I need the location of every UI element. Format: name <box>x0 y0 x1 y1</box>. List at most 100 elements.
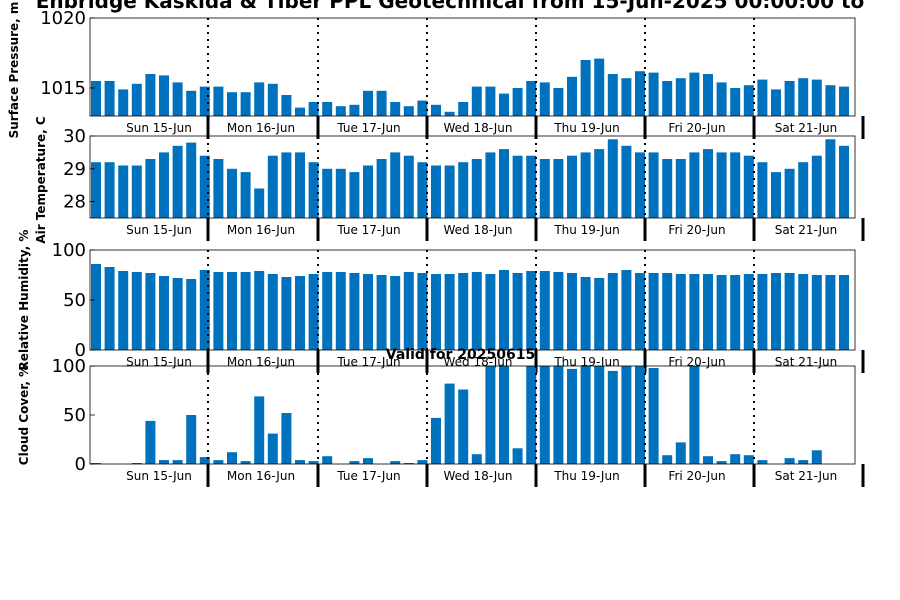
day-label: Wed 18-Jun <box>444 355 513 369</box>
bar <box>308 461 319 464</box>
day-label: Wed 18-Jun <box>444 121 513 135</box>
bar <box>635 152 645 218</box>
bar <box>199 270 210 350</box>
bar <box>91 463 101 464</box>
axes-frame <box>89 365 856 465</box>
axes-frame <box>89 135 856 219</box>
bar <box>118 165 129 218</box>
day-label: Fri 20-Jun <box>668 121 725 135</box>
y-tick-label: 100 <box>52 240 86 261</box>
y-tick-label: 50 <box>63 405 86 426</box>
day-label: Sun 15-Jun <box>126 121 192 135</box>
bar <box>784 458 795 464</box>
y-tick-label: 30 <box>63 126 86 147</box>
bar <box>798 162 809 218</box>
bar <box>648 368 659 464</box>
y-tick-label: 1015 <box>40 78 86 99</box>
bar <box>295 460 305 464</box>
bar <box>635 366 645 464</box>
bar <box>607 273 618 350</box>
day-label: Sat 21-Jun <box>775 121 838 135</box>
bar <box>485 86 496 116</box>
bar <box>458 162 469 218</box>
bar <box>703 149 713 218</box>
y-axis-label: Air Temperature, C <box>34 116 48 244</box>
bar <box>689 274 700 350</box>
bar <box>145 273 156 350</box>
bar <box>349 273 360 350</box>
bar <box>784 168 795 218</box>
bar <box>104 267 115 350</box>
bar <box>580 60 591 116</box>
bar <box>567 273 577 350</box>
bar <box>417 162 428 218</box>
bar <box>431 274 441 350</box>
bar <box>825 275 836 350</box>
bar <box>186 90 197 116</box>
bar <box>431 104 441 116</box>
bar <box>444 111 455 116</box>
bar <box>567 155 577 218</box>
bar <box>349 461 360 464</box>
bar <box>553 366 564 464</box>
bar <box>403 272 414 350</box>
y-tick-label: 0 <box>75 454 86 475</box>
bar <box>254 271 265 350</box>
day-label: Thu 19-Jun <box>553 121 619 135</box>
bar <box>390 276 401 350</box>
bar <box>662 159 673 218</box>
bar <box>716 152 727 218</box>
bar <box>159 75 169 116</box>
bar <box>526 271 537 350</box>
bar <box>648 273 659 350</box>
bar <box>539 82 550 116</box>
bar <box>811 79 822 116</box>
bar <box>131 463 142 464</box>
bar <box>825 139 836 218</box>
bar <box>635 71 645 116</box>
bar <box>254 396 265 464</box>
bar <box>594 278 605 350</box>
bar <box>281 95 292 116</box>
bar <box>811 275 822 350</box>
bar <box>730 152 741 218</box>
bar <box>295 107 305 116</box>
day-label: Mon 16-Jun <box>227 355 295 369</box>
bar <box>458 389 469 464</box>
bar <box>839 145 849 218</box>
bar <box>322 456 333 464</box>
bar <box>635 273 645 350</box>
bar <box>417 460 428 464</box>
bar <box>567 368 577 464</box>
bar <box>363 90 373 116</box>
day-label: Tue 17-Jun <box>336 469 400 483</box>
bar <box>458 273 469 350</box>
bar <box>499 93 509 116</box>
bar <box>308 102 319 116</box>
bar <box>322 272 333 350</box>
bar <box>811 450 822 464</box>
bar <box>118 271 129 350</box>
bar <box>295 152 305 218</box>
bar <box>499 270 509 350</box>
bar <box>172 145 183 218</box>
bar <box>376 159 387 218</box>
bar <box>512 88 523 116</box>
bar <box>91 162 101 218</box>
chart-title: Enbridge Kaskida & Tiber PPL Geotechnica… <box>36 0 865 13</box>
bar <box>417 273 428 350</box>
y-axis-label: Surface Pressure, m <box>7 2 21 139</box>
bar <box>145 159 156 218</box>
bar <box>675 274 686 350</box>
y-tick-label: 1020 <box>40 8 86 29</box>
bar <box>349 104 360 116</box>
bar <box>825 85 836 116</box>
day-label: Mon 16-Jun <box>227 121 295 135</box>
day-label: Wed 18-Jun <box>444 223 513 237</box>
y-axis-label: Relative Humidity, % <box>17 230 31 371</box>
bar <box>621 270 632 350</box>
bar <box>240 461 251 464</box>
bar <box>580 366 591 464</box>
bar <box>811 155 822 218</box>
bar <box>322 168 333 218</box>
